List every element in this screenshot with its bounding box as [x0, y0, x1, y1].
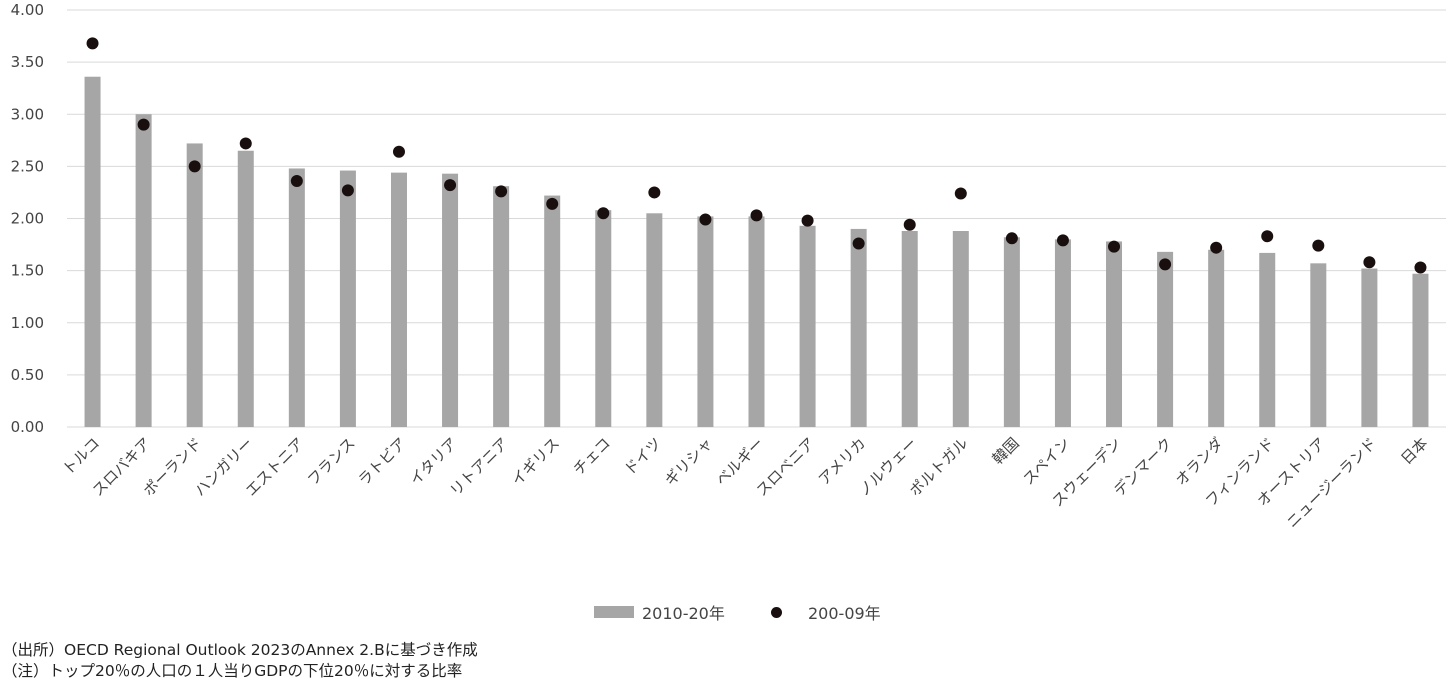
legend-label-dot: 200-09年: [808, 604, 881, 623]
dot: [1414, 261, 1427, 274]
dot: [290, 174, 303, 187]
bar: [288, 168, 305, 427]
bar: [1412, 273, 1429, 427]
bar: [1106, 241, 1123, 427]
y-tick-label: 3.50: [11, 53, 44, 71]
x-tick-label: チェコ: [570, 434, 615, 479]
bar: [595, 210, 612, 427]
bar: [1361, 268, 1378, 427]
bar: [799, 225, 816, 427]
x-tick-label: フランス: [304, 434, 359, 489]
bar: [186, 143, 203, 427]
dot: [188, 160, 201, 173]
bar: [748, 216, 765, 427]
dot: [1210, 241, 1223, 254]
y-tick-label: 0.50: [11, 366, 44, 384]
dot: [495, 185, 508, 198]
bar: [390, 172, 407, 427]
bar-chart: 0.00 0.50 1.00 1.50 2.00 2.50 3.00 3.50 4.00 トルコ…: [11, 1, 1446, 531]
bar: [135, 114, 152, 427]
x-tick-label: ラトビア: [355, 434, 410, 489]
y-tick-label: 0.00: [11, 418, 44, 436]
dot: [903, 218, 916, 231]
legend-bar-swatch: [594, 606, 634, 618]
bar: [697, 216, 714, 427]
bar: [1054, 239, 1071, 427]
footnote: （注）トップ20％の人口の１人当りGDPの下位20％に対する比率: [2, 662, 463, 680]
bar: [850, 228, 867, 427]
legend-item-bar: 2010-20年: [594, 600, 725, 624]
x-tick-label: イギリス: [508, 434, 563, 489]
source-note: （出所）OECD Regional Outlook 2023のAnnex 2.B…: [2, 641, 478, 659]
dot: [341, 184, 354, 197]
series-dots: [86, 37, 1427, 274]
y-tick-label: 3.00: [11, 105, 44, 123]
bar: [544, 195, 561, 427]
bar: [1208, 249, 1225, 427]
legend-dot-swatch: [771, 606, 782, 618]
bar: [339, 170, 356, 428]
bar: [1003, 237, 1020, 427]
dot: [392, 145, 405, 158]
dot: [444, 179, 457, 192]
dot: [546, 197, 559, 210]
y-tick-label: 2.50: [11, 157, 44, 175]
y-axis: 0.00 0.50 1.00 1.50 2.00 2.50 3.00 3.50 4.00: [11, 1, 44, 436]
dot: [1005, 232, 1018, 245]
x-tick-label: 韓国: [989, 434, 1023, 468]
dot: [1056, 234, 1069, 247]
x-tick-label: ギリシャ: [661, 434, 716, 489]
bar: [442, 173, 459, 427]
y-tick-label: 4.00: [11, 1, 44, 19]
bar: [493, 186, 510, 427]
dot: [137, 118, 150, 131]
dot: [699, 213, 712, 226]
dot: [239, 137, 252, 150]
bar: [1259, 252, 1276, 427]
y-tick-label: 1.00: [11, 314, 44, 332]
y-tick-label: 1.50: [11, 262, 44, 280]
bar: [646, 213, 663, 427]
bar: [237, 150, 254, 428]
x-tick-label: ドイツ: [621, 434, 666, 479]
legend-item-dot: 200-09年: [771, 600, 881, 624]
dot: [597, 207, 610, 220]
y-tick-label: 2.00: [11, 210, 44, 228]
legend: 2010-20年 200-09年: [0, 600, 1448, 626]
dot: [86, 37, 99, 50]
dot: [1159, 258, 1172, 271]
footnotes: （出所）OECD Regional Outlook 2023のAnnex 2.B…: [2, 640, 478, 682]
x-tick-label: 日本: [1397, 434, 1431, 468]
series-bars: [84, 76, 1429, 428]
dot: [1261, 230, 1274, 243]
dot: [1108, 240, 1121, 253]
legend-label-bar: 2010-20年: [642, 604, 725, 623]
dot: [750, 209, 763, 222]
dot: [1363, 256, 1376, 269]
dot: [1312, 239, 1325, 252]
dot: [852, 237, 865, 250]
dot: [648, 186, 661, 199]
x-tick-label: ニュージーランド: [1283, 434, 1380, 531]
bar: [901, 231, 918, 427]
x-tick-label: トルコ: [59, 434, 103, 478]
dot: [801, 214, 814, 227]
bar: [1157, 251, 1174, 427]
bar: [1310, 263, 1327, 427]
bar: [952, 231, 969, 427]
x-axis: トルコスロバキアポーランドハンガリーエストニアフランスラトビアイタリアリトアニア…: [59, 434, 1431, 531]
bar: [84, 76, 101, 427]
dot: [954, 187, 967, 200]
